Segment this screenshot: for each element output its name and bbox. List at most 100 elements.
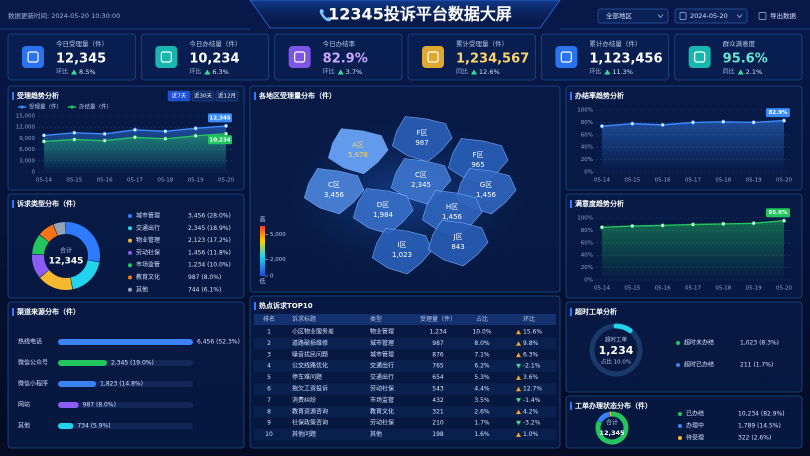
legend-value: 3,456 (28.0%) xyxy=(188,213,231,220)
kpi-compare: 环比 xyxy=(189,68,201,76)
pie-slice xyxy=(65,222,100,262)
table-cell: 小区物业服务差 xyxy=(292,328,334,336)
x-tick-label: 05-18 xyxy=(715,286,731,292)
bar-category: 网站 xyxy=(18,401,30,409)
table-cell: 其他 xyxy=(370,430,382,438)
kpi-compare: 同比 xyxy=(456,68,468,76)
legend-label: 劳动社保 xyxy=(136,248,160,256)
region-value: 843 xyxy=(451,243,464,251)
legend-label: 物业管理 xyxy=(136,236,160,244)
x-tick-label: 05-19 xyxy=(746,286,762,292)
region-name: I区 xyxy=(397,241,406,249)
y-tick-label: 80% xyxy=(581,228,593,234)
trend-down-arrow xyxy=(516,398,521,403)
table-cell: 8.0% xyxy=(474,340,490,347)
table-cell: 2.6% xyxy=(474,408,490,415)
region-select-text[interactable]: 全部地区 xyxy=(606,11,633,20)
region-select[interactable] xyxy=(597,8,669,24)
region-value: 1,456 xyxy=(442,213,463,221)
panel-title-accent xyxy=(12,92,14,100)
table-cell: 劳动社保 xyxy=(370,385,394,393)
kpi-icon xyxy=(155,46,178,68)
y-tick-label: 20% xyxy=(581,157,593,163)
panel-title-accent xyxy=(12,308,14,316)
bar xyxy=(58,339,193,345)
x-tick-label: 05-14 xyxy=(36,178,52,184)
table-row-bg xyxy=(254,428,556,441)
export-button[interactable]: 导出数据 xyxy=(770,11,797,20)
select-caret xyxy=(736,14,743,19)
region-name: G区 xyxy=(480,181,492,189)
bar-category: 其他 xyxy=(18,422,30,430)
table-row-bg xyxy=(254,383,556,395)
y-tick-label: 9,000 xyxy=(19,136,35,142)
x-tick-label: 05-18 xyxy=(715,178,731,184)
data-point xyxy=(599,225,605,230)
region-name: D区 xyxy=(377,201,389,209)
bar xyxy=(58,423,74,429)
data-point xyxy=(102,131,107,137)
kpi-up-arrow xyxy=(604,69,611,75)
kpi-card xyxy=(674,33,803,81)
legend-dot xyxy=(70,105,74,109)
kpi-value: 82.9% xyxy=(323,52,368,67)
data-point xyxy=(630,121,635,126)
bar-track xyxy=(58,402,193,408)
pie-slice xyxy=(595,411,629,445)
region-value: 1,984 xyxy=(373,211,394,219)
legend-label: 办理中 xyxy=(686,422,704,430)
table-row-bg xyxy=(254,337,556,350)
table-cell: 9 xyxy=(267,420,271,427)
table-cell: 市场监管 xyxy=(370,396,394,404)
x-tick-label: 05-20 xyxy=(776,178,792,184)
table-cell: 6 xyxy=(267,386,271,393)
kpi-label: 累计办结量（件） xyxy=(589,39,641,48)
table-cell: 社保政策咨询 xyxy=(292,419,328,427)
x-tick-label: 05-16 xyxy=(655,286,671,292)
x-tick-label: 05-17 xyxy=(685,286,701,292)
date-picker-text[interactable]: 2024-05-20 xyxy=(690,12,728,20)
legend-label: 城市管理 xyxy=(136,212,160,220)
table-cell: 公交线路优化 xyxy=(292,362,328,370)
time-tab[interactable] xyxy=(215,90,239,102)
data-point xyxy=(660,122,665,127)
value-label-bg xyxy=(766,108,790,118)
time-tab[interactable] xyxy=(167,90,191,102)
time-tab-label[interactable]: 近12月 xyxy=(218,92,236,100)
table-cell: 4.2% xyxy=(523,408,539,415)
table-cell: 1.7% xyxy=(474,420,490,427)
area-fill xyxy=(602,220,784,280)
panel xyxy=(7,193,245,299)
table-row-bg xyxy=(254,360,556,372)
color-scale-low: 低 xyxy=(259,278,265,286)
export-icon xyxy=(758,12,767,20)
data-point xyxy=(223,131,229,136)
date-picker[interactable] xyxy=(674,8,748,24)
table-cell: 3 xyxy=(267,351,271,358)
legend-dot xyxy=(678,424,682,428)
y-tick-label: 40% xyxy=(581,145,593,151)
table-cell: 其他问题 xyxy=(292,430,316,438)
table-cell: 物业管理 xyxy=(370,328,394,336)
pie-slice xyxy=(53,222,66,236)
panel-title: 受理趋势分析 xyxy=(17,91,59,100)
x-tick-label: 05-19 xyxy=(188,178,204,184)
kpi-change: 12.6% xyxy=(479,68,500,76)
time-tab-label[interactable]: 近30天 xyxy=(194,92,212,100)
table-cell: 拖欠工资投诉 xyxy=(292,385,328,393)
table-cell: 劳动社保 xyxy=(370,419,394,427)
table-cell: 432 xyxy=(432,397,444,404)
region-value: 965 xyxy=(471,161,484,169)
table-cell: 5.3% xyxy=(474,374,490,381)
panel-title: 热点诉求TOP10 xyxy=(259,301,313,310)
time-tab-label[interactable]: 近7天 xyxy=(172,92,187,100)
panel-title: 满意度趋势分析 xyxy=(575,199,624,208)
table-cell: 1,234 xyxy=(429,329,446,336)
map-region xyxy=(303,168,365,215)
kpi-icon-glyph xyxy=(294,51,306,63)
time-tab[interactable] xyxy=(191,90,215,102)
table-cell: 8 xyxy=(267,408,271,415)
panel-title: 诉求类型分布（件） xyxy=(17,199,80,208)
map-region xyxy=(352,188,414,235)
data-point xyxy=(223,123,229,129)
